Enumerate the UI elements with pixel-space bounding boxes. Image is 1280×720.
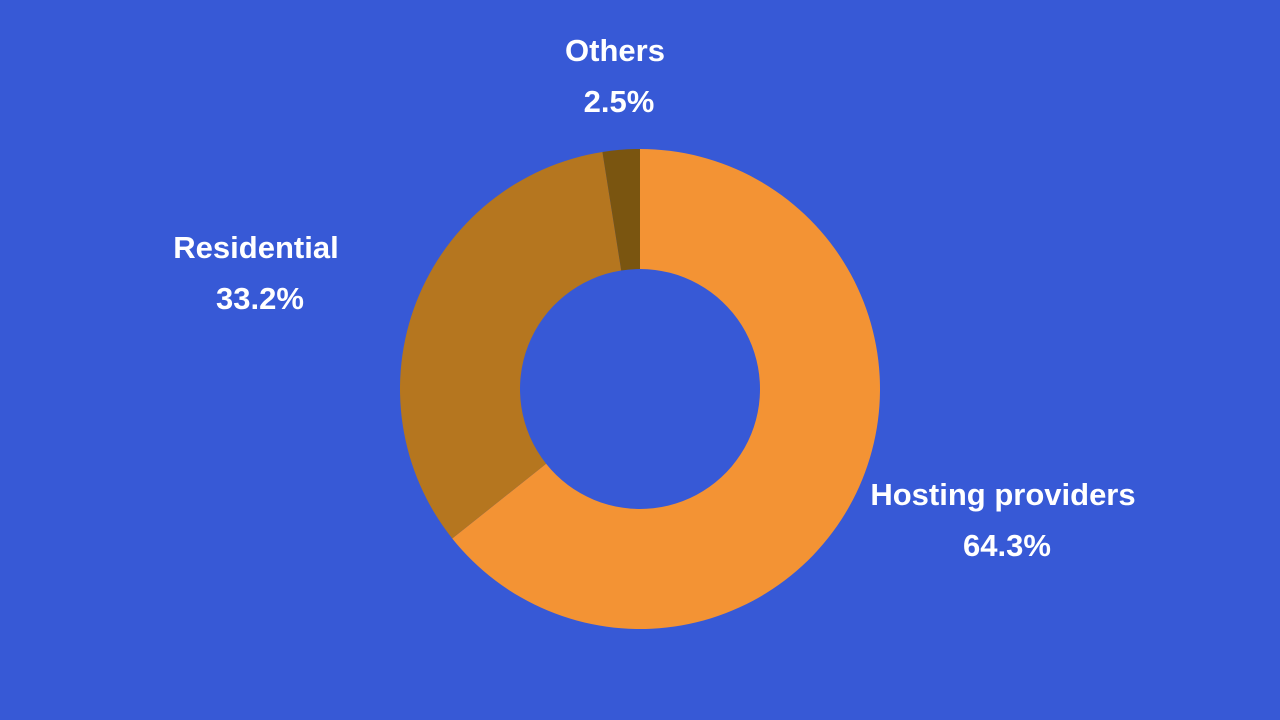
slice-value-label: 2.5% [584, 84, 655, 119]
donut-slice [602, 149, 640, 271]
slice-label: Residential [173, 230, 338, 265]
slice-value-label: 33.2% [216, 281, 304, 316]
slice-label: Hosting providers [870, 477, 1135, 512]
donut-slice [452, 149, 881, 629]
slice-value-label: 64.3% [963, 528, 1051, 563]
slice-label: Others [565, 33, 665, 68]
donut-slice [400, 151, 622, 539]
